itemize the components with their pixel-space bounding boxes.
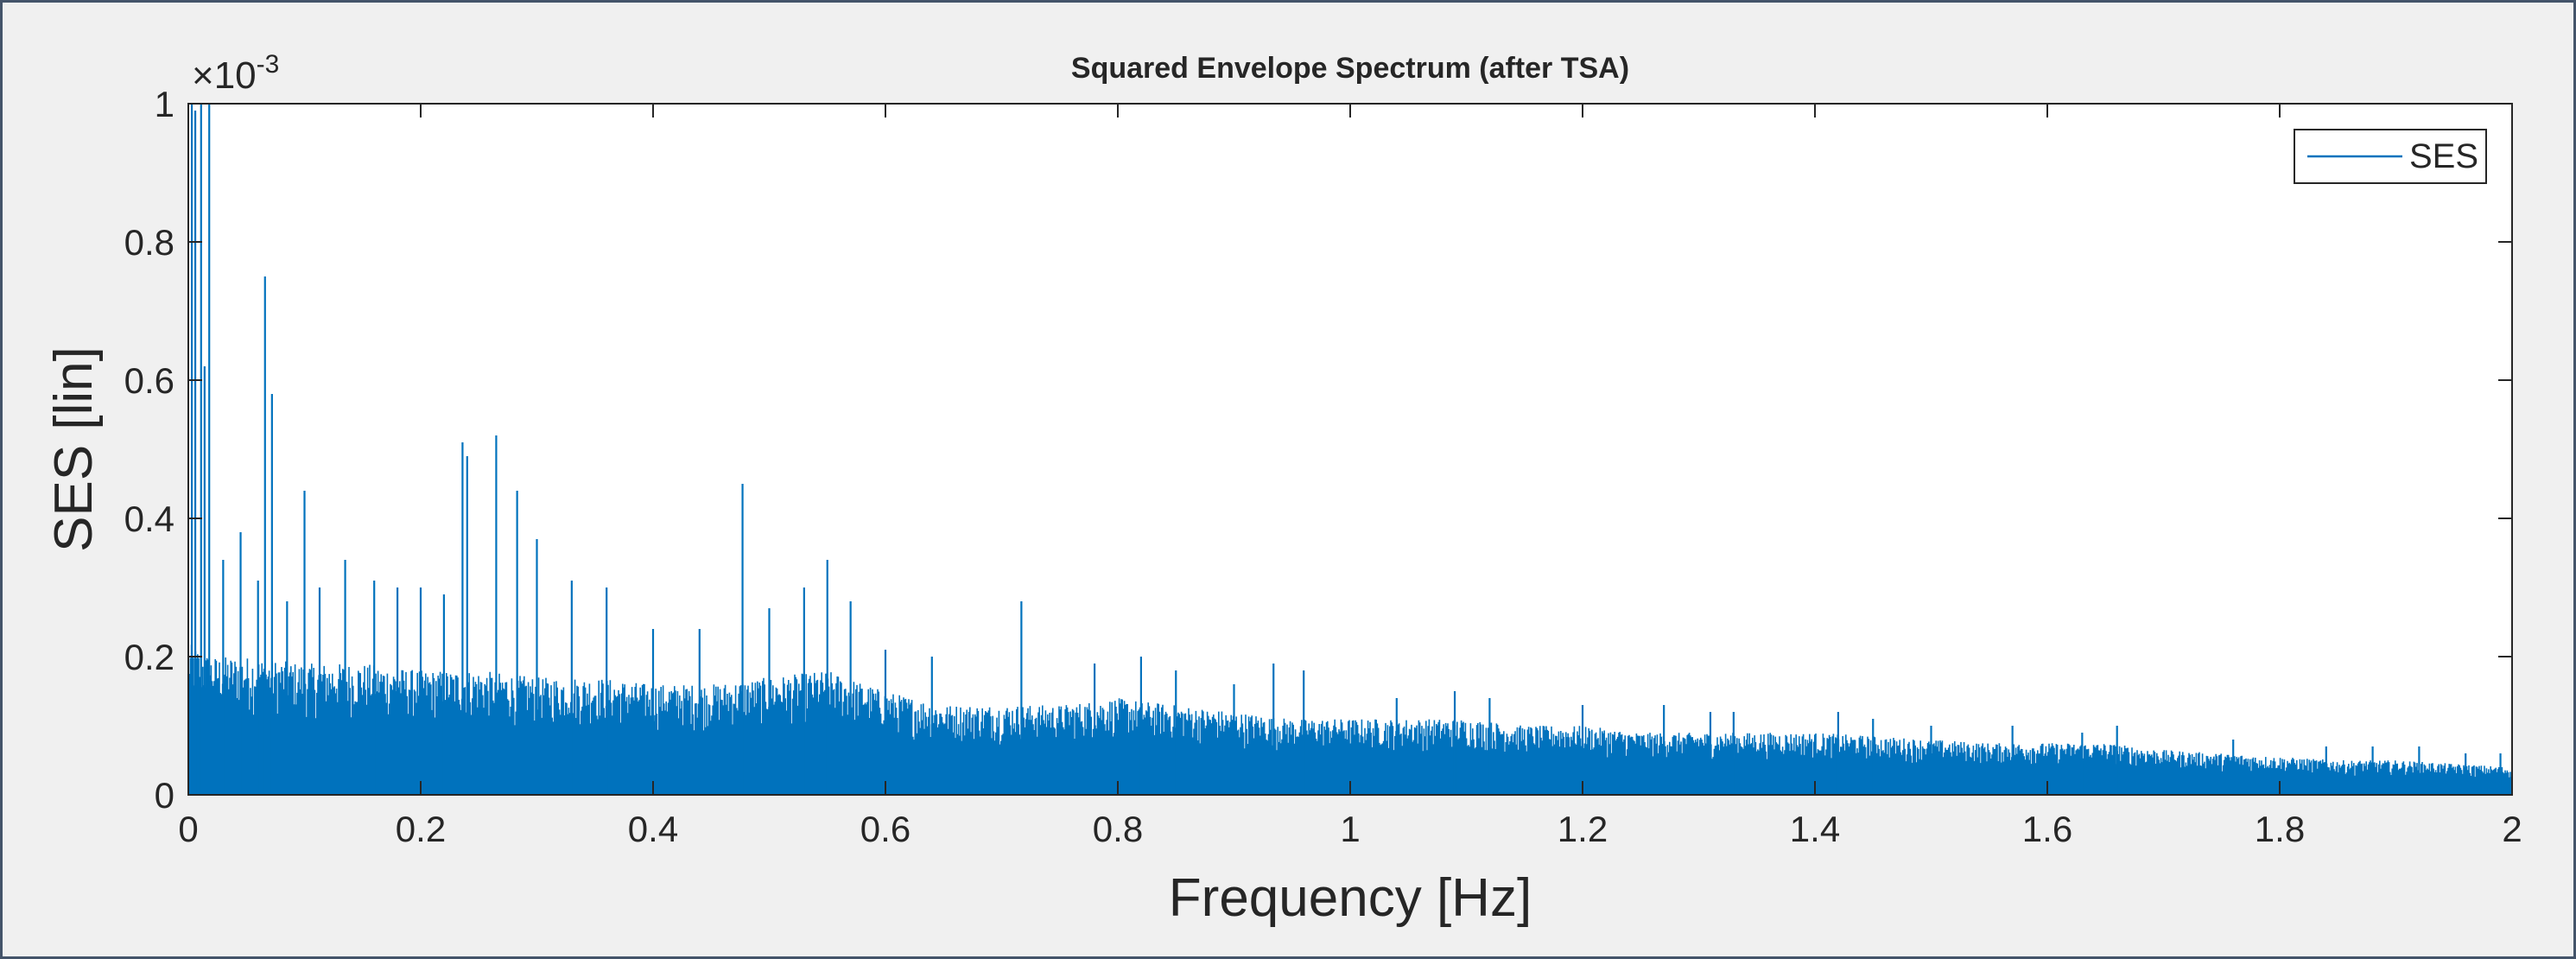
y-tick-label: 0.2 [124, 637, 174, 677]
x-tick-label: 1.6 [2022, 809, 2072, 849]
y-tick-label: 0.8 [124, 222, 174, 263]
y-exponent-label: ×10-3 [192, 50, 279, 97]
x-tick-label: 1.8 [2255, 809, 2305, 849]
series-layer [187, 104, 2512, 795]
chart-svg: 0 0.2 0.4 0.6 0.8 1 1.2 1.4 1.6 1.8 2 0 0.2 0.4 0.6 0.8… [44, 50, 2522, 928]
x-tick-label: 1.2 [1558, 809, 1608, 849]
y-tick-label: 1 [155, 84, 174, 124]
x-tick-label: 2 [2502, 809, 2522, 849]
x-tick-label: 0 [178, 809, 198, 849]
series-ses [187, 104, 2512, 795]
legend[interactable]: SES [2294, 129, 2487, 184]
y-exponent-power: -3 [257, 50, 280, 79]
chart-area: 0 0.2 0.4 0.6 0.8 1 1.2 1.4 1.6 1.8 2 0 0.2 0.4 0.6 0.8… [22, 22, 2554, 937]
y-axis-label: SES [lin] [44, 346, 104, 552]
y-tick-label: 0.6 [124, 360, 174, 401]
x-tick-label: 1.4 [1790, 809, 1840, 849]
x-tick-label: 1 [1340, 809, 1360, 849]
x-tick-label: 0.4 [628, 809, 678, 849]
x-tick-label: 0.6 [860, 809, 910, 849]
y-tick-label: 0 [155, 775, 174, 816]
y-tick-label: 0.4 [124, 499, 174, 539]
y-exponent-base: ×10 [192, 54, 257, 97]
legend-label-ses: SES [2409, 137, 2478, 175]
tick-layer: 0 0.2 0.4 0.6 0.8 1 1.2 1.4 1.6 1.8 2 0 0.2 0.4 0.6 0.8… [124, 84, 2522, 849]
x-axis-label: Frequency [Hz] [1169, 868, 1532, 928]
chart-title: Squared Envelope Spectrum (after TSA) [1071, 52, 1629, 85]
x-tick-label: 0.8 [1093, 809, 1143, 849]
x-tick-label: 0.2 [396, 809, 446, 849]
